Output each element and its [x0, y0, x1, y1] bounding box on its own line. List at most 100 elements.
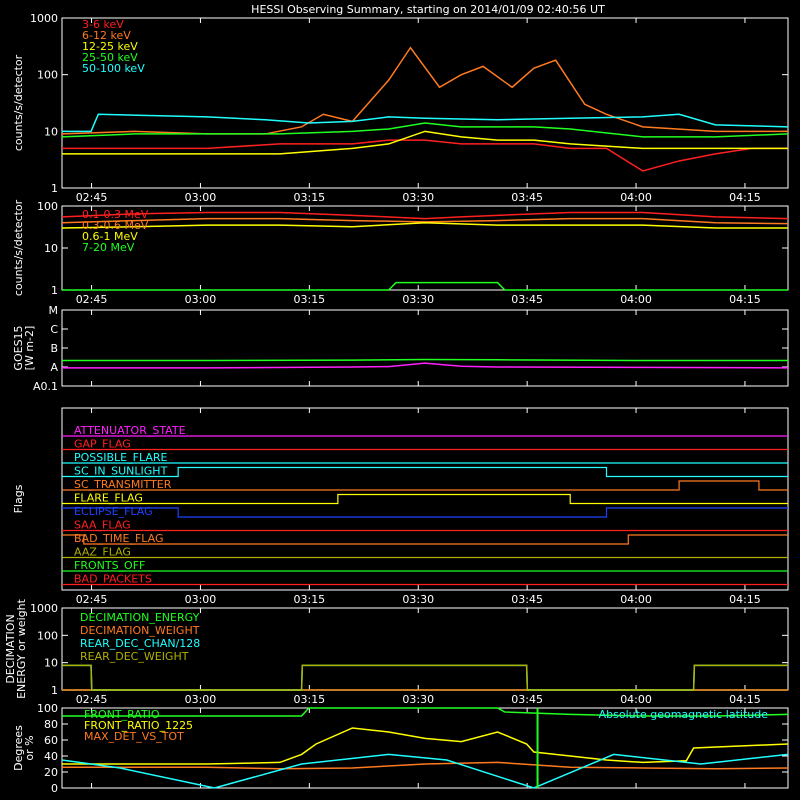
time-tick-label: 04:00 [620, 693, 652, 706]
panel-4-y-axis-label: Flags [12, 484, 25, 513]
y-tick-label: 1000 [30, 602, 58, 615]
time-tick-label: 03:15 [293, 593, 325, 606]
flag-label: BAD_TIME_FLAG [74, 532, 164, 545]
flag-label: FLARE_FLAG [74, 492, 143, 505]
flag-label: SAA_FLAG [74, 519, 131, 532]
time-tick-label: 03:00 [185, 293, 217, 306]
panel-3-frame [61, 309, 789, 387]
flag-label: SC_TRANSMITTER [74, 478, 172, 491]
panel-6-y-axis-label: or % [23, 735, 36, 760]
y-tick-label: 0 [51, 782, 58, 795]
panel-6-legend-entry: MAX_DET_VS_TOT [84, 730, 184, 743]
flag-6-line [62, 507, 788, 518]
panel-1-series-3-line [61, 122, 789, 138]
panel-6-series-2-line [62, 761, 789, 770]
flag-4-line [62, 480, 788, 491]
time-tick-label: 04:00 [620, 593, 652, 606]
time-tick-label: 04:00 [620, 293, 652, 306]
panel-2-y-axis-label: counts/s/detector [12, 199, 25, 296]
time-tick-label: 03:00 [185, 191, 217, 204]
flag-label: AAZ_FLAG [74, 546, 131, 559]
panel-5-y-axis-label: DECIMATION [4, 614, 17, 683]
panel-6-series-1-line [62, 727, 789, 765]
flag-label: GAP_FLAG [74, 438, 131, 451]
time-tick-label: 03:30 [402, 191, 434, 204]
time-tick-label: 04:15 [729, 593, 761, 606]
y-tick-label: 100 [37, 69, 58, 82]
y-tick-label: B [50, 342, 58, 355]
y-tick-label: M [49, 304, 59, 317]
panel-1-y-axis-label: counts/s/detector [12, 54, 25, 151]
panel-3-y-axis-label: GOES15 [12, 325, 25, 370]
panel-1-legend-entry: 25-50 keV [82, 51, 138, 64]
y-tick-label: 20 [44, 766, 58, 779]
panel-5-legend-entry: DECIMATION_ENERGY [80, 611, 200, 624]
panel-2-legend-entry: 0.6-1 MeV [82, 230, 138, 243]
y-tick-label: C [50, 323, 58, 336]
y-tick-label: A0.1 [33, 380, 58, 393]
panel-2-legend-entry: 0.3-0.6 MeV [82, 219, 149, 232]
flag-label: SC_IN_SUNLIGHT [74, 465, 168, 478]
y-tick-label: 1 [51, 284, 58, 297]
panel-5-legend-entry: REAR_DEC_WEIGHT [80, 650, 189, 663]
panel-3-series-0-line [62, 358, 788, 362]
y-tick-label: 1 [51, 684, 58, 697]
time-tick-label: 03:15 [293, 293, 325, 306]
panel-2-series-0-line [61, 211, 789, 220]
panel-6-series-3-line [61, 753, 789, 789]
panel-6-y-axis-label: Degrees [12, 725, 25, 771]
time-tick-label: 04:15 [729, 693, 761, 706]
y-tick-label: 1000 [30, 12, 58, 25]
panel-1-legend-entry: 12-25 keV [82, 40, 138, 53]
time-tick-label: 03:45 [511, 191, 543, 204]
panel-1-series-0-line [62, 139, 788, 172]
time-tick-label: 03:30 [402, 693, 434, 706]
y-tick-label: 80 [44, 718, 58, 731]
panel-6-series-0-line [62, 707, 789, 717]
panel-1-series-4-line [62, 113, 789, 133]
panel-2-series-2-line [61, 221, 788, 229]
flag-label: POSSIBLE_FLARE [74, 451, 168, 464]
panel-5-y-axis-label: ENERGY or weight [15, 598, 28, 698]
panel-1-legend-entry: 3-6 keV [82, 18, 124, 31]
time-tick-label: 03:30 [402, 293, 434, 306]
y-tick-label: 10 [44, 125, 58, 138]
panel-2-legend-entry: 0.1-0.3 MeV [82, 208, 149, 221]
panel-6-legend-entry: FRONT_RATIO [84, 708, 160, 721]
time-tick-label: 04:15 [729, 293, 761, 306]
time-tick-label: 03:15 [293, 693, 325, 706]
panel-1-series-1-line [61, 46, 788, 135]
time-tick-label: 03:45 [511, 293, 543, 306]
time-tick-label: 03:15 [293, 191, 325, 204]
y-tick-label: 10 [44, 242, 58, 255]
time-tick-label: 02:45 [76, 293, 108, 306]
panel-1-frame [61, 17, 789, 189]
y-tick-label: 40 [44, 750, 58, 763]
flag-label: BAD_PACKETS [74, 573, 152, 586]
panel-5-series-2-line [62, 664, 788, 691]
flag-3-line [62, 466, 788, 478]
flag-label: ECLIPSE_FLAG [74, 505, 153, 518]
panel-2-series-3-line [62, 281, 788, 291]
panel-3-y-axis-label: [W m-2] [23, 326, 36, 371]
panel-2-legend-entry: 7-20 MeV [82, 241, 135, 254]
y-tick-label: 10 [44, 657, 58, 670]
time-tick-label: 03:30 [402, 593, 434, 606]
y-tick-label: 100 [37, 200, 58, 213]
flag-label: FRONTS_OFF [74, 559, 145, 572]
time-tick-label: 03:00 [185, 593, 217, 606]
time-tick-label: 02:45 [76, 191, 108, 204]
time-tick-label: 02:45 [76, 593, 108, 606]
panel-4-frame [61, 407, 789, 591]
y-tick-label: 100 [37, 629, 58, 642]
time-tick-label: 03:45 [511, 693, 543, 706]
time-tick-label: 03:00 [185, 693, 217, 706]
flag-5-line [62, 493, 788, 505]
flag-8-line [62, 534, 788, 545]
time-tick-label: 03:45 [511, 593, 543, 606]
panel-6-legend-entry: Absolute geomagnetic latitude [599, 708, 769, 721]
panel-2-series-1-line [61, 217, 789, 225]
panel-5-legend-entry: DECIMATION_WEIGHT [80, 624, 200, 637]
y-tick-label: 100 [37, 702, 58, 715]
